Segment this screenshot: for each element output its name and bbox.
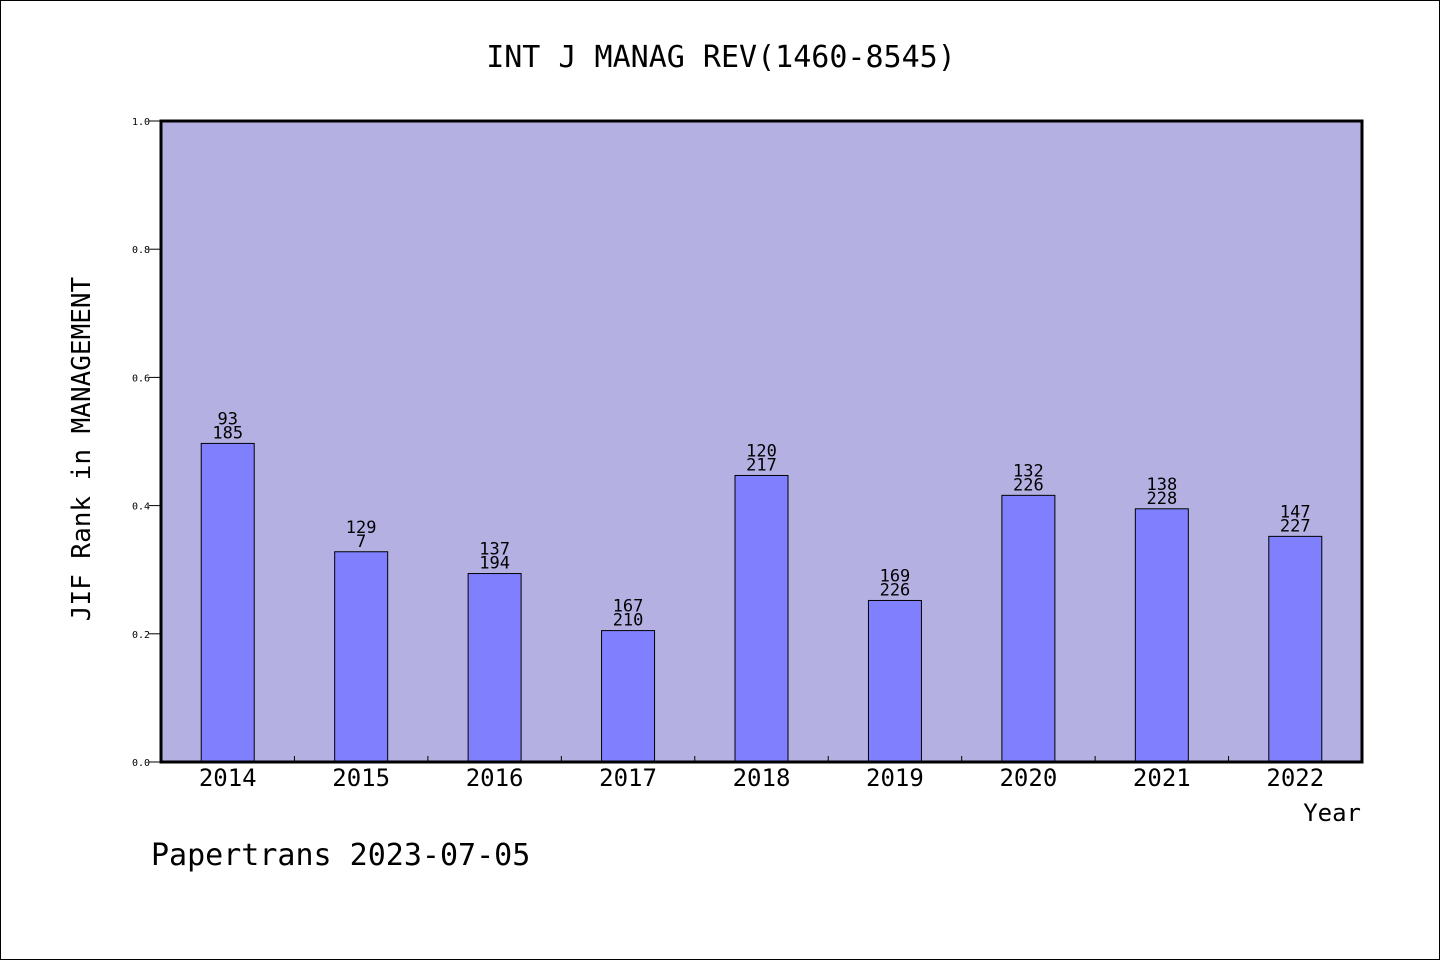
x-tick-label: 2021	[1133, 764, 1191, 792]
x-tick-label: 2019	[866, 764, 924, 792]
x-tick-label: 2022	[1266, 764, 1324, 792]
bar-total-label: 217	[746, 455, 777, 475]
y-tick-label: 0.2	[132, 630, 150, 641]
x-axis-label: Year	[1303, 799, 1361, 827]
bar-rank-label: 147	[1280, 502, 1311, 522]
watermark-label: Papertrans 2023-07-05	[151, 838, 530, 873]
bar-total-label: 228	[1146, 489, 1177, 509]
bar-rank-label: 137	[479, 540, 510, 560]
y-tick-label: 0.4	[132, 502, 150, 513]
bar-rank-label: 169	[880, 566, 911, 586]
bar-rank-label: 129	[346, 518, 377, 538]
plot-frame	[159, 119, 1364, 764]
bar-total-label: 226	[880, 580, 911, 600]
bar-rank-label: 120	[746, 441, 777, 461]
bar	[1134, 508, 1189, 763]
bar	[1268, 535, 1323, 763]
bar	[467, 573, 522, 763]
bar-rank-label: 138	[1146, 475, 1177, 495]
chart-title: INT J MANAG REV(1460-8545)	[486, 40, 956, 75]
bar	[200, 442, 255, 763]
bar-total-label: 7	[356, 532, 366, 552]
bar	[1001, 494, 1056, 763]
x-tick-label: 2016	[466, 764, 524, 792]
bar-rank-label: 132	[1013, 461, 1044, 481]
bar-total-label: 194	[479, 554, 510, 574]
bar-total-label: 210	[613, 611, 644, 631]
y-axis-label: JIF Rank in MANAGEMENT	[67, 276, 97, 621]
y-tick-label: 0.0	[132, 758, 150, 769]
bar-total-label: 226	[1013, 475, 1044, 495]
bar-total-label: 227	[1280, 516, 1311, 536]
bar-rank-label: 167	[613, 597, 644, 617]
x-tick-label: 2018	[733, 764, 791, 792]
bar-rank-label: 93	[217, 409, 237, 429]
x-tick-label: 2014	[199, 764, 257, 792]
bar	[334, 551, 389, 763]
x-tick-label: 2017	[599, 764, 657, 792]
bar	[867, 599, 922, 763]
y-tick-label: 0.8	[132, 245, 150, 256]
bar	[601, 630, 656, 763]
bar	[734, 474, 789, 763]
y-tick-label: 0.6	[132, 373, 150, 384]
y-axis: 0.0 0.2 0.4 0.6 0.8 1.0	[132, 117, 161, 769]
y-tick-label: 1.0	[132, 117, 150, 128]
x-axis: 2014 2015 2016 2017 2018 2019 2020 2021 2022	[199, 756, 1324, 792]
x-tick-label: 2020	[999, 764, 1057, 792]
bar-total-label: 185	[212, 423, 243, 443]
x-tick-label: 2015	[332, 764, 390, 792]
